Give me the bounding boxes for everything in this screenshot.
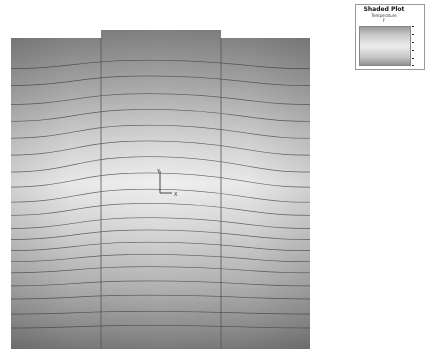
contour-line <box>11 266 310 274</box>
contour-line <box>11 93 310 105</box>
contour-lines <box>11 59 310 329</box>
contour-line <box>11 59 310 69</box>
contour-line <box>11 109 310 122</box>
legend-color-bar <box>359 26 411 66</box>
contour-line <box>11 203 310 216</box>
legend-tick-label <box>412 40 425 45</box>
legend-tick-label <box>412 56 425 61</box>
contour-line <box>11 156 310 173</box>
contour-line <box>11 140 310 156</box>
contour-line <box>11 229 310 240</box>
legend-tick-label <box>412 24 425 29</box>
contour-line <box>11 75 310 86</box>
contour-line <box>11 124 310 139</box>
temperature-legend: Shaded Plot Temperature F <box>355 4 425 70</box>
legend-tick-label <box>412 32 425 37</box>
triad-x-label: X <box>174 192 178 198</box>
contour-line <box>11 172 310 188</box>
contour-line <box>11 217 310 229</box>
coordinate-triad: Y X <box>156 169 178 198</box>
contour-line <box>11 294 310 300</box>
legend-title: Shaded Plot <box>363 6 405 13</box>
triad-y-label: Y <box>156 169 161 175</box>
contour-line <box>11 254 310 263</box>
contour-line <box>11 325 310 329</box>
legend-tick-label <box>412 48 425 53</box>
contour-line <box>11 188 310 203</box>
legend-ticks <box>412 26 425 66</box>
legend-subtitle: Temperature <box>371 13 397 18</box>
contour-line <box>11 280 310 287</box>
contour-line <box>11 311 310 315</box>
contour-line <box>11 241 310 251</box>
legend-tick-label <box>412 63 425 68</box>
legend-unit: F <box>382 18 386 23</box>
edge-lines <box>100 38 222 349</box>
